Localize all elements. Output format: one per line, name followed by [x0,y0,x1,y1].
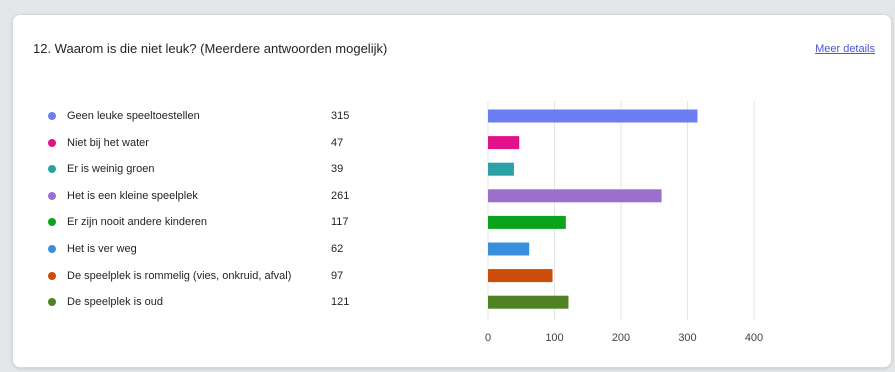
legend-value: 315 [331,110,350,122]
legend-item: Er is weinig groen [48,160,154,178]
bar[interactable] [488,242,530,256]
legend-value: 39 [331,163,344,176]
legend-item: De speelplek is oud [48,293,163,311]
x-tick-label: 400 [745,332,763,344]
legend-dot-icon [48,218,56,227]
legend-dot-icon [48,112,56,120]
legend-label: Niet bij het water [67,136,149,149]
bar[interactable] [488,189,662,203]
legend-value: 261 [331,189,350,202]
more-details-link[interactable]: Meer details [815,43,875,55]
bar-chart: 0 100 200 300 400 [485,101,763,344]
legend-label: Het is een kleine speelplek [67,189,198,202]
legend-item: Niet bij het water [48,134,149,152]
legend-dot-icon [48,165,56,174]
legend-item: Er zijn nooit andere kinderen [48,213,207,231]
legend-dot-icon [48,138,56,147]
legend-label: Er zijn nooit andere kinderen [67,216,208,229]
legend-value: 47 [331,136,344,149]
legend-dot-icon [48,191,56,200]
legend-dot-icon [48,298,56,307]
legend-label: Er is weinig groen [67,163,155,176]
legend-label: Het is ver weg [67,243,137,255]
bar[interactable] [488,295,569,309]
legend-item: De speelplek is rommelig (vies, onkruid,… [48,267,291,285]
legend-item: Geen leuke speeltoestellen [48,107,200,125]
bar[interactable] [488,136,520,150]
bar[interactable] [488,162,514,176]
bar[interactable] [488,215,566,229]
x-tick-label: 200 [612,332,630,344]
legend-label: De speelplek is rommelig (vies, onkruid,… [67,269,292,282]
legend-item: Het is ver weg [48,240,137,258]
question-card: 12. Waarom is die niet leuk? (Meerdere a… [12,14,892,368]
legend-value: 97 [331,269,344,282]
bar[interactable] [488,269,553,283]
bar[interactable] [488,109,698,123]
legend-value: 121 [331,296,350,309]
question-title: 12. Waarom is die niet leuk? (Meerdere a… [33,41,388,56]
legend-dot-icon [48,271,56,280]
x-tick-label: 0 [485,332,491,344]
x-tick-label: 300 [678,332,696,344]
legend-dot-icon [48,245,56,253]
x-tick-label: 100 [545,332,563,344]
legend-value: 62 [331,243,344,255]
legend-value: 117 [331,216,349,229]
legend-label: Geen leuke speeltoestellen [67,110,200,122]
legend-label: De speelplek is oud [67,296,164,309]
legend-item: Het is een kleine speelplek [48,187,198,205]
